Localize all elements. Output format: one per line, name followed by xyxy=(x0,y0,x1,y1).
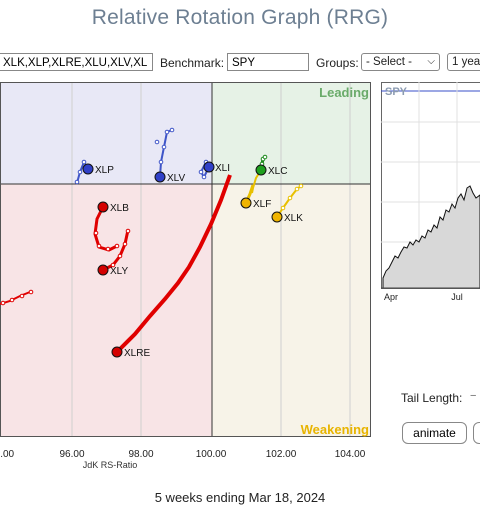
benchmark-input[interactable]: SPY xyxy=(227,53,309,71)
label-xlk: XLK xyxy=(284,213,303,224)
quadrant-lagging xyxy=(0,184,212,437)
tail-point xyxy=(74,179,80,185)
tail-point xyxy=(287,195,293,201)
secondary-control-button[interactable] xyxy=(473,422,480,444)
chevron-down-icon: ⌵ xyxy=(427,56,435,67)
spy-benchmark-chart: SPY Apr Jul xyxy=(381,82,480,302)
tail-point xyxy=(81,159,87,165)
tail-point xyxy=(294,186,300,192)
groups-select[interactable]: - Select - ⌵ xyxy=(361,53,440,71)
x-tick-label: 102.00 xyxy=(266,449,297,460)
tail-point xyxy=(0,300,6,306)
rrg-chart: Leading Weakening xyxy=(0,82,371,470)
tail-length-label: Tail Length: xyxy=(401,391,463,405)
spy-price-area xyxy=(382,185,480,289)
tail-point xyxy=(19,293,25,299)
label-xlv: XLV xyxy=(167,173,185,184)
x-tick-label: .4.00 xyxy=(0,449,15,460)
tail-point xyxy=(122,241,128,247)
plot-frame xyxy=(0,82,371,437)
tail-point xyxy=(158,159,164,165)
tail-xlb xyxy=(93,206,118,252)
quadrant-improving xyxy=(0,82,212,184)
groups-select-value: - Select - xyxy=(366,56,413,68)
x-tick-label: 98.00 xyxy=(128,449,153,460)
xlv-dot[interactable] xyxy=(154,171,166,183)
xlb-dot[interactable] xyxy=(97,201,109,213)
period-select-value: 1 yea xyxy=(452,56,480,68)
tail-length-slider-icon[interactable]: − xyxy=(470,390,477,402)
period-select[interactable]: 1 yea xyxy=(447,53,480,71)
label-xlb: XLB xyxy=(110,203,129,214)
toolbar: XLK,XLP,XLRE,XLU,XLV,XL Benchmark: SPY G… xyxy=(0,50,480,76)
groups-label: Groups: xyxy=(316,56,359,70)
tail-point xyxy=(77,169,83,175)
animate-button[interactable]: animate xyxy=(402,422,467,444)
benchmark-label: Benchmark: xyxy=(160,56,225,70)
xlc-dot[interactable] xyxy=(255,164,267,176)
label-xlre: XLRE xyxy=(124,348,150,359)
tail-point xyxy=(110,262,116,268)
tail-point xyxy=(164,129,170,135)
label-xli: XLI xyxy=(215,163,230,174)
tail-point xyxy=(114,243,120,249)
tail-point xyxy=(9,297,15,303)
spy-x-label-jul: Jul xyxy=(451,292,463,302)
xlk-dot[interactable] xyxy=(271,211,283,223)
tail-point xyxy=(28,289,34,295)
tail-point xyxy=(201,174,207,180)
page-title: Relative Rotation Graph (RRG) xyxy=(91,6,389,29)
label-xlp: XLP xyxy=(95,165,114,176)
tail-point xyxy=(280,205,286,211)
date-range-footer: 5 weeks ending Mar 18, 2024 xyxy=(154,490,326,505)
tail-point xyxy=(262,154,268,160)
spy-x-label-apr: Apr xyxy=(384,292,398,302)
label-xly: XLY xyxy=(110,266,128,277)
xlre-dot[interactable] xyxy=(111,346,123,358)
label-xlf: XLF xyxy=(253,199,271,210)
xli-dot[interactable] xyxy=(203,161,215,173)
x-axis-label: JdK RS-Ratio xyxy=(83,460,138,470)
quadrant-label-leading: Leading xyxy=(319,85,369,100)
symbols-input[interactable]: XLK,XLP,XLRE,XLU,XLV,XL xyxy=(0,53,153,71)
quadrant-weakening xyxy=(212,184,371,437)
spy-label: SPY xyxy=(385,86,408,98)
x-tick-label: 100.00 xyxy=(196,449,227,460)
quadrant-label-weakening: Weakening xyxy=(301,422,369,437)
xlf-dot[interactable] xyxy=(240,197,252,209)
xly-dot[interactable] xyxy=(97,264,109,276)
label-xlc: XLC xyxy=(268,166,287,177)
tail-point xyxy=(154,139,160,145)
xlp-dot[interactable] xyxy=(82,163,94,175)
tail-point xyxy=(105,246,111,252)
x-tick-label: 96.00 xyxy=(59,449,84,460)
tail-xlre xyxy=(115,174,232,354)
tail-point xyxy=(298,183,304,189)
tail-point xyxy=(125,228,131,234)
tail-point xyxy=(117,253,123,259)
tail-point xyxy=(96,243,102,249)
tail-point xyxy=(198,169,204,175)
tail-point xyxy=(161,144,167,150)
x-tick-label: 104.00 xyxy=(335,449,366,460)
tail-point xyxy=(93,230,99,236)
quadrant-leading xyxy=(212,82,371,184)
tail-point xyxy=(169,127,175,133)
